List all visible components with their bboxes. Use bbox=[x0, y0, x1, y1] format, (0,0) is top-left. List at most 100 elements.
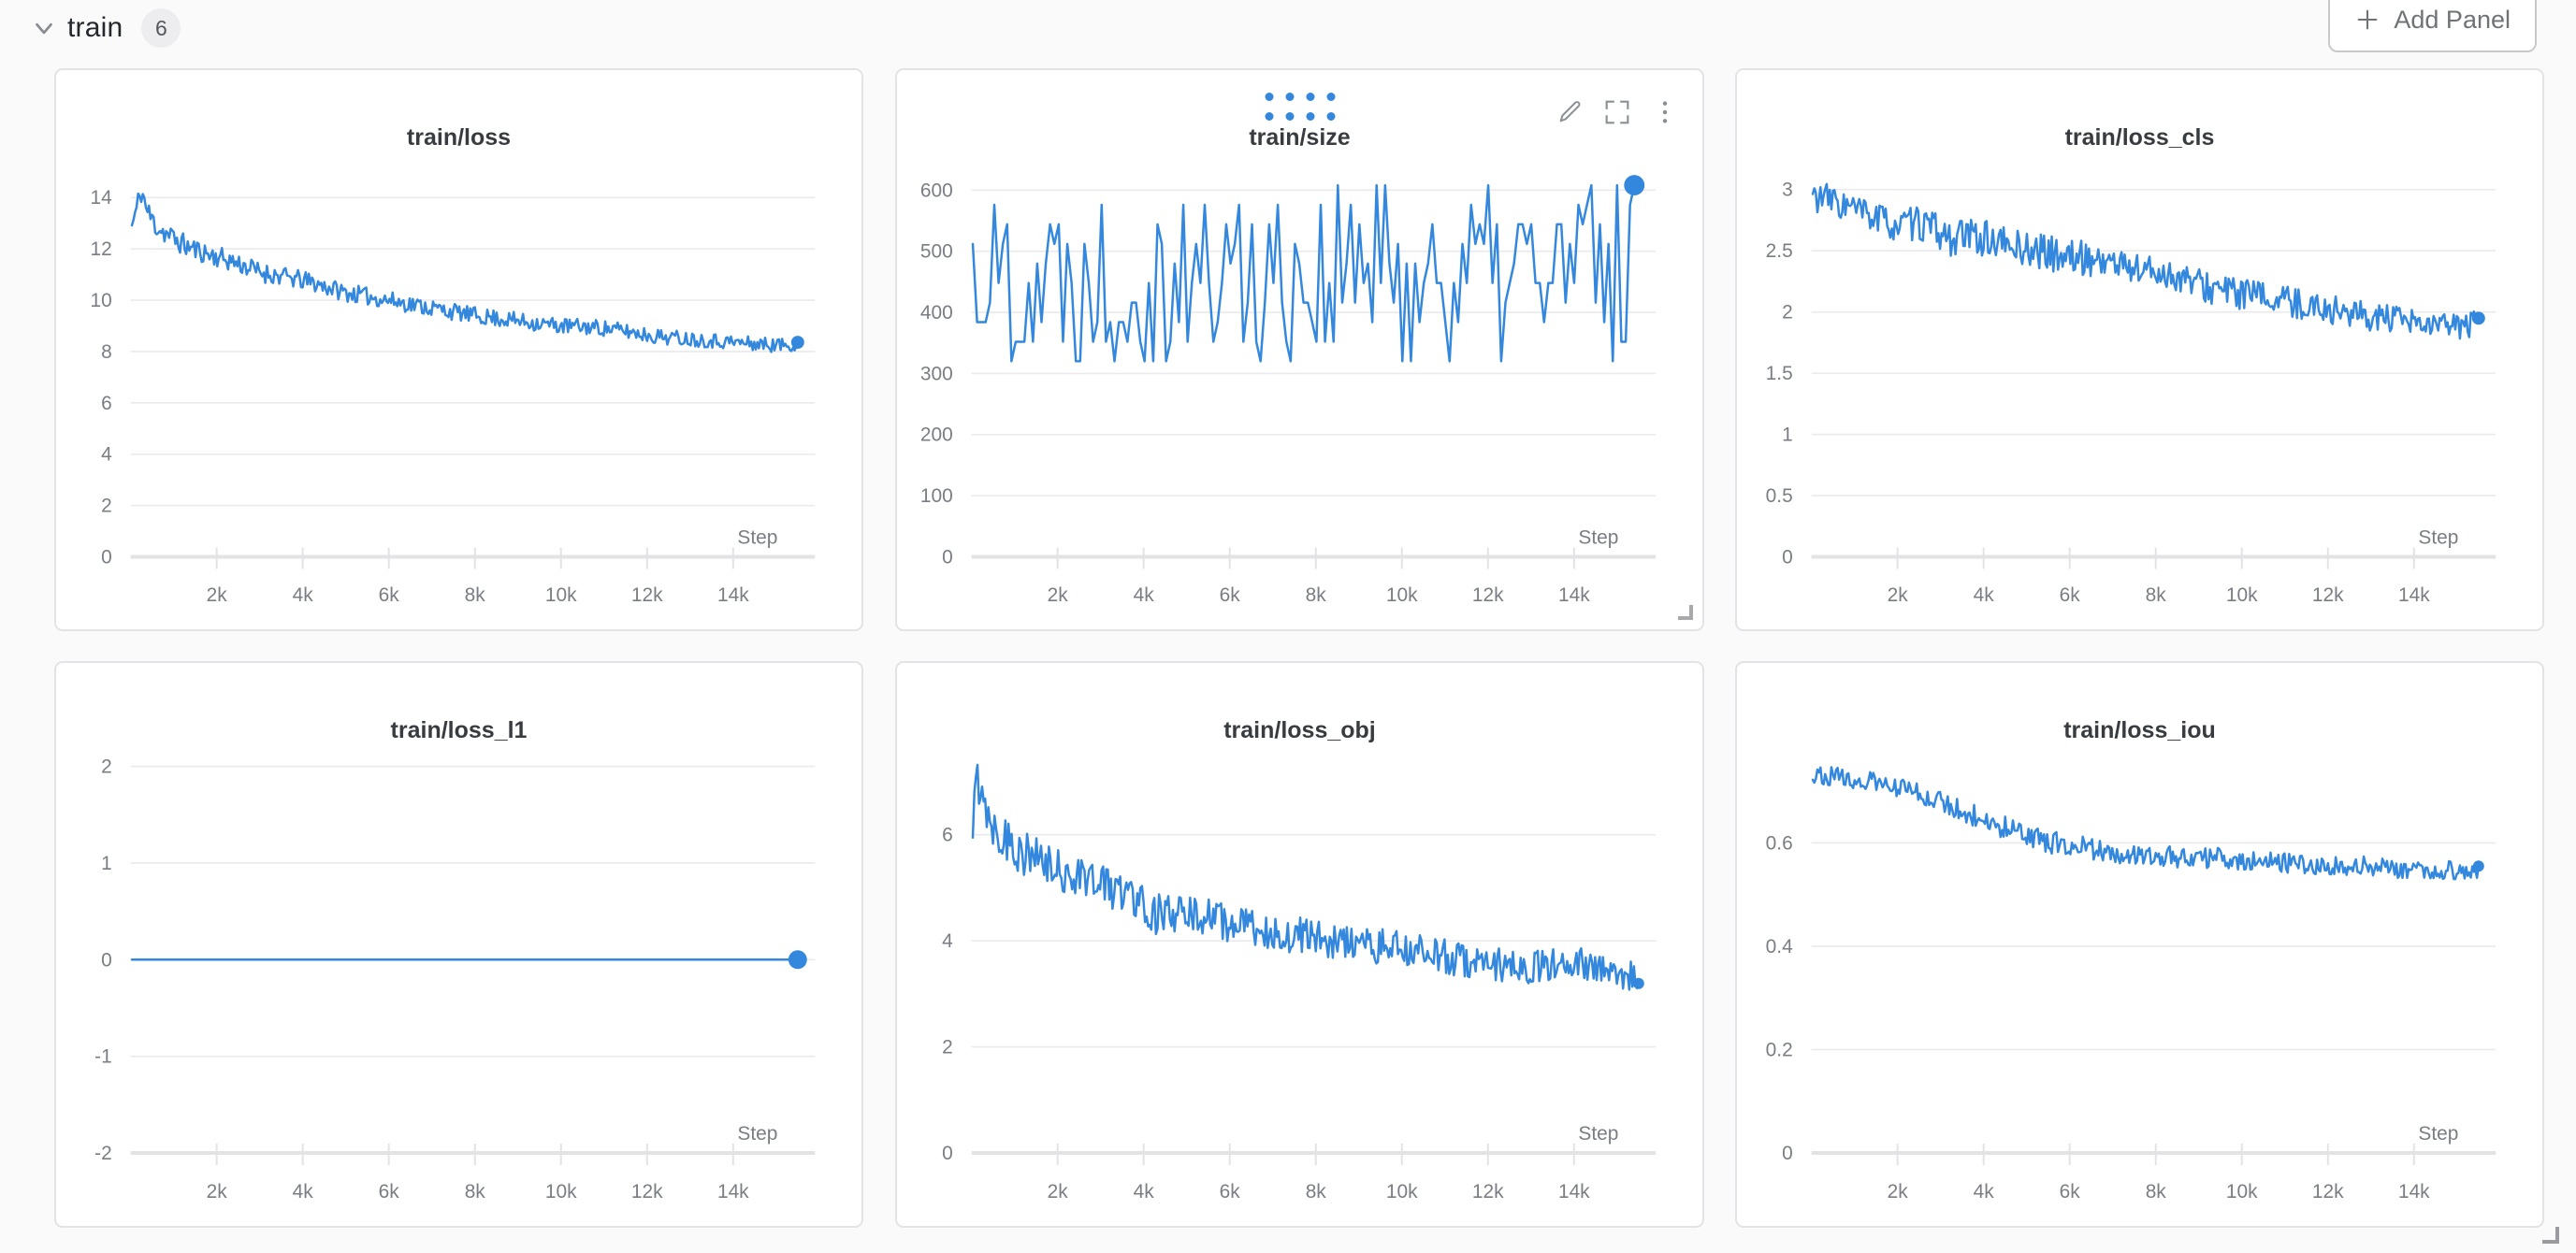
svg-text:8k: 8k bbox=[465, 1181, 486, 1203]
svg-text:4k: 4k bbox=[1974, 584, 1995, 606]
svg-text:14k: 14k bbox=[2398, 1181, 2430, 1203]
svg-text:10k: 10k bbox=[545, 584, 577, 606]
chart-panel-train-loss-iou[interactable]: 0 0.2 0.4 0.6 2k 4k 6k 8k 10k 12k 14k Step train/lo… bbox=[1735, 661, 2544, 1228]
svg-text:0: 0 bbox=[101, 546, 112, 568]
chart-canvas: 0 0.2 0.4 0.6 2k 4k 6k 8k 10k 12k 14k Step bbox=[1766, 766, 2496, 1203]
svg-text:500: 500 bbox=[920, 241, 953, 263]
svg-text:2.5: 2.5 bbox=[1766, 240, 1793, 262]
svg-text:-2: -2 bbox=[94, 1143, 112, 1164]
chart-title: train/loss_iou bbox=[2063, 717, 2216, 743]
edit-pencil-icon[interactable] bbox=[1555, 97, 1585, 127]
svg-text:12k: 12k bbox=[1472, 584, 1504, 606]
svg-text:Step: Step bbox=[2418, 527, 2458, 549]
svg-text:10k: 10k bbox=[2226, 1181, 2258, 1203]
svg-text:0: 0 bbox=[942, 1143, 953, 1164]
svg-text:2: 2 bbox=[101, 756, 112, 778]
svg-text:0.4: 0.4 bbox=[1766, 936, 1793, 958]
chart-title: train/loss_obj bbox=[1223, 717, 1376, 743]
svg-text:6k: 6k bbox=[379, 584, 400, 606]
panel-count-badge: 6 bbox=[141, 8, 181, 48]
chart-canvas: 0 2 4 6 8 10 12 14 2k 4k 6k 8k 10k 12k 14k Step bbox=[90, 187, 816, 606]
fullscreen-icon[interactable] bbox=[1601, 96, 1633, 128]
svg-text:6k: 6k bbox=[379, 1181, 400, 1203]
chevron-down-icon[interactable] bbox=[30, 14, 58, 42]
svg-text:1: 1 bbox=[101, 853, 112, 874]
svg-text:400: 400 bbox=[920, 302, 953, 324]
svg-text:2k: 2k bbox=[207, 584, 228, 606]
svg-text:2: 2 bbox=[101, 496, 112, 517]
svg-text:6k: 6k bbox=[2060, 584, 2081, 606]
svg-text:1.5: 1.5 bbox=[1766, 363, 1793, 384]
svg-text:3: 3 bbox=[1782, 180, 1793, 201]
chart-canvas: 0 0.5 1 1.5 2 2.5 3 2k 4k 6k 8k 10k 12k 14k Step bbox=[1766, 180, 2496, 606]
section-title: train bbox=[67, 12, 123, 43]
svg-text:6k: 6k bbox=[1220, 584, 1241, 606]
chart-panel-train-loss-l1[interactable]: -2 -1 0 1 2 2k 4k 6k 8k 10k 12k 14k Step train/loss_… bbox=[54, 661, 863, 1228]
svg-text:Step: Step bbox=[1578, 1123, 1618, 1145]
drag-handle-dots[interactable] bbox=[1265, 93, 1335, 121]
svg-text:10k: 10k bbox=[1386, 584, 1418, 606]
svg-text:14k: 14k bbox=[2398, 584, 2430, 606]
svg-text:0: 0 bbox=[1782, 546, 1793, 568]
svg-text:8k: 8k bbox=[465, 584, 486, 606]
svg-text:12k: 12k bbox=[631, 1181, 663, 1203]
add-panel-button[interactable]: Add Panel bbox=[2328, 0, 2537, 52]
svg-text:14k: 14k bbox=[1558, 1181, 1590, 1203]
svg-text:8k: 8k bbox=[2146, 584, 2167, 606]
svg-text:6: 6 bbox=[101, 393, 112, 414]
svg-text:4: 4 bbox=[942, 930, 953, 952]
svg-text:6k: 6k bbox=[1220, 1181, 1241, 1203]
svg-text:-1: -1 bbox=[94, 1046, 112, 1068]
svg-text:14k: 14k bbox=[717, 1181, 749, 1203]
svg-text:12k: 12k bbox=[631, 584, 663, 606]
svg-text:0.6: 0.6 bbox=[1766, 832, 1793, 854]
svg-text:8k: 8k bbox=[2146, 1181, 2167, 1203]
svg-text:2k: 2k bbox=[1888, 584, 1909, 606]
svg-text:4k: 4k bbox=[1134, 584, 1155, 606]
svg-text:Step: Step bbox=[1578, 527, 1618, 549]
svg-text:14k: 14k bbox=[1558, 584, 1590, 606]
svg-text:Step: Step bbox=[2418, 1123, 2458, 1145]
svg-text:8k: 8k bbox=[1306, 584, 1327, 606]
svg-text:12k: 12k bbox=[2312, 1181, 2344, 1203]
svg-text:2k: 2k bbox=[1888, 1181, 1909, 1203]
svg-text:0.2: 0.2 bbox=[1766, 1039, 1793, 1060]
svg-text:8: 8 bbox=[101, 341, 112, 363]
svg-text:Step: Step bbox=[737, 527, 777, 549]
svg-text:12k: 12k bbox=[2312, 584, 2344, 606]
svg-text:2k: 2k bbox=[207, 1181, 228, 1203]
chart-panel-train-loss-cls[interactable]: 0 0.5 1 1.5 2 2.5 3 2k 4k 6k 8k 10k 12k 14k Step train… bbox=[1735, 68, 2544, 631]
chart-canvas: -2 -1 0 1 2 2k 4k 6k 8k 10k 12k 14k Step bbox=[94, 756, 816, 1203]
svg-text:12: 12 bbox=[90, 238, 111, 260]
chart-title: train/size bbox=[1249, 124, 1351, 151]
svg-text:2k: 2k bbox=[1048, 1181, 1069, 1203]
svg-text:14: 14 bbox=[90, 187, 111, 209]
panel-actions bbox=[1555, 96, 1680, 128]
svg-text:300: 300 bbox=[920, 363, 953, 384]
svg-text:0: 0 bbox=[101, 949, 112, 971]
svg-text:600: 600 bbox=[920, 180, 953, 201]
section-resize-handle[interactable] bbox=[2542, 1227, 2559, 1244]
svg-text:0: 0 bbox=[942, 546, 953, 568]
svg-text:Step: Step bbox=[737, 1123, 777, 1145]
svg-text:6: 6 bbox=[942, 825, 953, 846]
svg-text:6k: 6k bbox=[2060, 1181, 2081, 1203]
chart-panel-train-loss[interactable]: 0 2 4 6 8 10 12 14 2k 4k 6k 8k 10k 12k 14k Step train/l… bbox=[54, 68, 863, 631]
svg-text:0.5: 0.5 bbox=[1766, 485, 1793, 507]
svg-text:100: 100 bbox=[920, 485, 953, 507]
chart-panel-train-loss-obj[interactable]: 0 2 4 6 2k 4k 6k 8k 10k 12k 14k Step train/loss_obj bbox=[895, 661, 1704, 1228]
svg-text:4k: 4k bbox=[293, 1181, 314, 1203]
panel-resize-handle[interactable] bbox=[1678, 605, 1693, 620]
svg-text:2: 2 bbox=[942, 1037, 953, 1059]
svg-text:0: 0 bbox=[1782, 1143, 1793, 1164]
svg-text:10k: 10k bbox=[2226, 584, 2258, 606]
kebab-menu-icon[interactable] bbox=[1650, 97, 1680, 127]
svg-text:1: 1 bbox=[1782, 425, 1793, 446]
svg-text:14k: 14k bbox=[717, 584, 749, 606]
chart-panel-train-size[interactable]: 0 100 200 300 400 500 600 2k 4k 6k 8k 10k 12k 14k Step… bbox=[895, 68, 1704, 631]
section-header: train 6 bbox=[30, 0, 181, 56]
chart-canvas: 0 2 4 6 2k 4k 6k 8k 10k 12k 14k Step bbox=[942, 763, 1657, 1203]
svg-text:4k: 4k bbox=[1974, 1181, 1995, 1203]
svg-text:10k: 10k bbox=[545, 1181, 577, 1203]
svg-text:8k: 8k bbox=[1306, 1181, 1327, 1203]
